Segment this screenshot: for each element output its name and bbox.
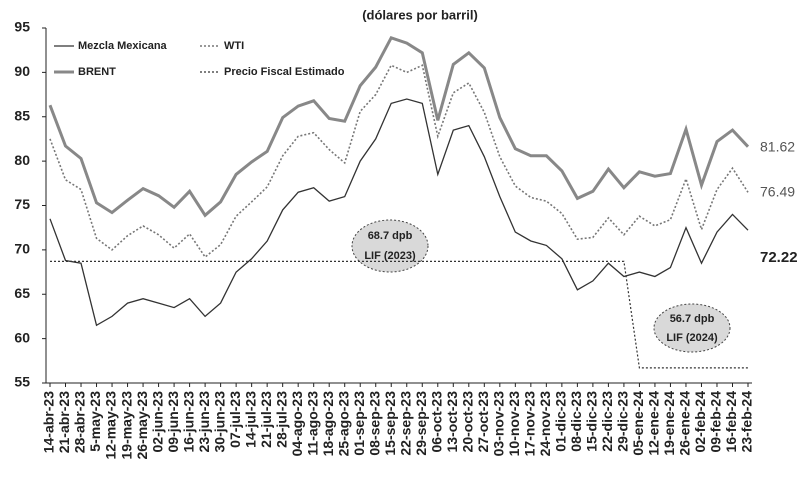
annotation: LIF (2024) xyxy=(666,332,718,344)
legend-label: WTI xyxy=(224,40,244,52)
x-tick-label: 10-nov-23 xyxy=(506,391,522,457)
x-tick-label: 12-may-23 xyxy=(103,391,119,460)
chart-title: (dólares por barril) xyxy=(362,7,478,22)
x-tick-label: 08-dic-23 xyxy=(568,391,584,452)
annotation: LIF (2023) xyxy=(364,250,416,262)
legend-label: BRENT xyxy=(78,66,116,78)
x-tick-label: 21-abr-23 xyxy=(56,391,72,453)
annotation-bubble xyxy=(351,219,429,273)
x-tick-label: 5-may-23 xyxy=(87,391,103,452)
x-tick-label: 15-sep-23 xyxy=(382,391,398,456)
x-tick-label: 02-feb-24 xyxy=(692,391,708,453)
line-series xyxy=(50,260,748,369)
end-label: 72.22 xyxy=(760,249,798,266)
x-tick-label: 29-sep-23 xyxy=(413,391,429,456)
x-tick-label: 29-dic-23 xyxy=(615,391,631,452)
x-tick-label: 22-sep-23 xyxy=(397,391,413,456)
x-tick-label: 28-abr-23 xyxy=(72,391,88,453)
end-label: 76.49 xyxy=(760,184,795,200)
y-tick-label: 90 xyxy=(14,63,30,79)
y-tick-label: 95 xyxy=(14,19,30,35)
x-tick-label: 20-oct-23 xyxy=(460,391,476,453)
x-tick-label: 03-nov-23 xyxy=(491,391,507,457)
x-tick-label: 06-oct-23 xyxy=(428,391,444,453)
end-label: 81.62 xyxy=(760,139,795,155)
x-tick-label: 13-oct-23 xyxy=(444,391,460,453)
x-tick-label: 18-ago-23 xyxy=(320,391,336,457)
x-tick-label: 26-may-23 xyxy=(134,391,150,460)
x-tick-label: 16-jun-23 xyxy=(180,391,196,453)
x-tick-label: 25-ago-23 xyxy=(335,391,351,457)
x-tick-label: 26-ene-24 xyxy=(677,391,693,456)
x-tick-label: 19-may-23 xyxy=(118,391,134,460)
y-tick-label: 60 xyxy=(14,329,30,345)
x-tick-label: 12-ene-24 xyxy=(646,391,662,456)
x-tick-label: 17-nov-23 xyxy=(522,391,538,457)
legend-label: Precio Fiscal Estimado xyxy=(224,66,345,78)
x-tick-label: 23-feb-24 xyxy=(739,391,755,453)
y-tick-label: 85 xyxy=(14,107,30,123)
x-tick-label: 23-jun-23 xyxy=(196,391,212,453)
annotation: 56.7 dpb xyxy=(670,313,715,325)
x-tick-label: 04-ago-23 xyxy=(289,391,305,457)
x-tick-label: 01-sep-23 xyxy=(351,391,367,456)
y-tick-label: 65 xyxy=(14,285,30,301)
x-tick-label: 11-ago-23 xyxy=(304,391,320,456)
x-tick-label: 07-jul-23 xyxy=(227,391,243,448)
y-tick-label: 75 xyxy=(14,196,30,212)
line-series xyxy=(49,98,749,327)
line-series xyxy=(48,35,750,218)
y-tick-label: 80 xyxy=(14,152,30,168)
x-tick-label: 21-jul-23 xyxy=(258,391,274,448)
annotation-bubble xyxy=(653,303,731,353)
x-tick-label: 19-ene-24 xyxy=(661,391,677,456)
x-tick-label: 08-sep-23 xyxy=(366,391,382,456)
x-tick-label: 02-jun-23 xyxy=(149,391,165,453)
x-tick-label: 27-oct-23 xyxy=(475,391,491,453)
line-series xyxy=(49,64,749,259)
legend-label: Mezcla Mexicana xyxy=(78,40,168,52)
x-tick-label: 14-abr-23 xyxy=(41,391,57,453)
x-tick-label: 15-dic-23 xyxy=(584,391,600,452)
x-tick-label: 01-dic-23 xyxy=(553,391,569,452)
annotation: 68.7 dpb xyxy=(368,230,413,242)
x-tick-label: 05-ene-24 xyxy=(630,391,646,456)
y-tick-label: 55 xyxy=(14,374,30,390)
x-tick-label: 30-jun-23 xyxy=(211,391,227,453)
x-tick-label: 28-jul-23 xyxy=(273,391,289,448)
x-tick-label: 24-nov-23 xyxy=(537,391,553,457)
x-tick-label: 09-jun-23 xyxy=(165,391,181,453)
x-tick-label: 14-jul-23 xyxy=(242,391,258,448)
y-tick-label: 70 xyxy=(14,241,30,257)
x-tick-label: 22-dic-23 xyxy=(599,391,615,452)
x-tick-label: 09-feb-24 xyxy=(708,391,724,453)
x-tick-label: 16-feb-24 xyxy=(723,391,739,453)
